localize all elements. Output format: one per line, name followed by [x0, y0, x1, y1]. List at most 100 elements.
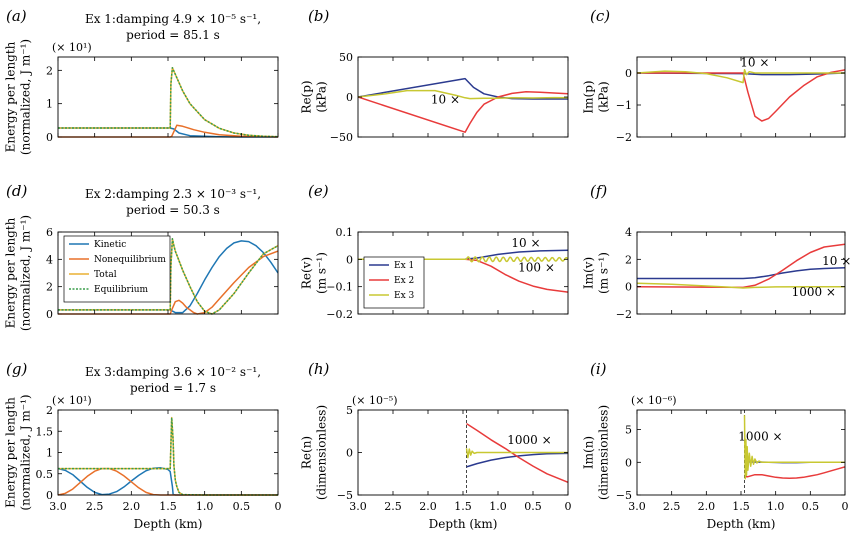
series-line-1 — [358, 91, 568, 133]
panel-label: (c) — [590, 7, 610, 25]
series-group — [358, 249, 568, 293]
panel-b: (b) −50 0 50 Re(p) (kPa) 10 × — [300, 7, 569, 144]
y-tick-label: 50 — [339, 51, 353, 64]
x-tick-label: 3.0 — [349, 500, 367, 513]
y-tick-label: 5 — [625, 424, 632, 437]
series-group — [58, 416, 278, 496]
series-line-3 — [58, 416, 278, 496]
series-line-1 — [358, 258, 568, 293]
legend: Ex 1 Ex 2 Ex 3 — [363, 256, 425, 309]
legend-label: Kinetic — [94, 240, 126, 250]
panel-h: (h) (× 10⁻⁵) −5 0 5 3.0 2.5 2.0 1.5 1.0 0.5 0 Depth … — [300, 360, 572, 531]
y-tick-label: 4 — [46, 253, 53, 266]
y-tick-label: 0 — [346, 253, 353, 266]
y-axis-label: Energy per length — [4, 217, 18, 328]
y-tick-label: 0 — [346, 447, 353, 460]
x-tick-label: 3.0 — [49, 500, 67, 513]
x-axis-label: Depth (km) — [429, 517, 498, 531]
series-line-2 — [58, 416, 278, 496]
y-axis-label: (normalized, J m⁻¹) — [19, 215, 33, 331]
panel-label: (d) — [6, 182, 27, 200]
y-tick-label: 1.5 — [36, 425, 54, 438]
panel-d: (d) Ex 2:damping 2.3 × 10⁻³ s⁻¹, period = … — [4, 182, 279, 331]
series-line-1 — [58, 124, 278, 138]
panel-title: Ex 2:damping 2.3 × 10⁻³ s⁻¹, — [85, 187, 261, 201]
y-axis-label: Energy per length — [4, 41, 18, 152]
y-tick-label: 1 — [46, 447, 53, 460]
scale-annotation: 1000 × — [507, 433, 551, 447]
panel-i: (i) (× 10⁻⁶) −5 0 5 3.0 2.5 2.0 1.5 1.0 0.5 0 Depth … — [582, 360, 849, 531]
panel-label: (i) — [590, 360, 607, 378]
series-group — [58, 238, 278, 315]
scale-annotation: 10 × — [431, 92, 460, 106]
panel-f: (f) −2 0 2 4 Im(v) (m s⁻¹) 10 × 1000 × — [582, 182, 850, 321]
y-tick-label: 0 — [346, 91, 353, 104]
y-tick-label: 6 — [46, 226, 53, 239]
x-tick-label: 0 — [275, 500, 282, 513]
y-tick-label: −5 — [616, 489, 632, 502]
x-tick-label: 1.0 — [489, 500, 507, 513]
y-tick-label: 0 — [625, 456, 632, 469]
series-group — [465, 422, 568, 483]
legend-label: Total — [94, 270, 117, 280]
y-tick-label: 0.5 — [36, 468, 54, 481]
y-tick-label: 0 — [46, 131, 53, 144]
y-axis-label: Im(n) — [582, 436, 596, 469]
series-line-2 — [358, 256, 568, 263]
y-multiplier: (× 10¹) — [52, 41, 92, 54]
x-axis-label: Depth (km) — [707, 517, 776, 531]
y-tick-label: −1 — [616, 99, 632, 112]
series-line-1 — [637, 69, 845, 122]
y-tick-label: 5 — [346, 404, 353, 417]
series-line-0 — [58, 467, 278, 496]
x-axis-label: Depth (km) — [134, 517, 203, 531]
legend-label: Equilibrium — [94, 285, 149, 295]
y-axis-label: Energy per length — [4, 397, 18, 508]
x-tick-label: 0.5 — [802, 500, 820, 513]
panel-c: (c) −2 −1 0 Im(p) (kPa) 10 × — [582, 7, 846, 144]
panel-title: period = 85.1 s — [126, 28, 220, 42]
series-line-0 — [637, 267, 845, 280]
x-tick-label: 0 — [565, 500, 572, 513]
scale-annotation: 10 × — [511, 236, 540, 250]
y-tick-label: 0 — [625, 281, 632, 294]
y-axis-label: (dimensionless) — [597, 405, 611, 500]
panel-label: (b) — [308, 7, 329, 25]
panel-label: (h) — [308, 360, 330, 378]
y-axis-label: Re(p) — [300, 80, 314, 113]
series-group — [637, 69, 845, 122]
panel-title: Ex 3:damping 3.6 × 10⁻² s⁻¹, — [85, 365, 261, 379]
y-axis-label: (m s⁻¹) — [315, 252, 329, 294]
legend-box — [63, 235, 171, 303]
y-axis-label: Re(n) — [300, 436, 314, 469]
x-tick-label: 1.0 — [767, 500, 785, 513]
y-multiplier: (× 10⁻⁶) — [631, 394, 677, 407]
x-tick-label: 0 — [842, 500, 849, 513]
panel-g: (g) Ex 3:damping 3.6 × 10⁻² s⁻¹, period = … — [4, 360, 282, 531]
x-tick-label: 1.5 — [454, 500, 472, 513]
y-axis-label: (m s⁻¹) — [597, 252, 611, 294]
series-line-0 — [466, 452, 568, 468]
x-tick-label: 2.5 — [86, 500, 104, 513]
y-tick-label: 4 — [625, 226, 632, 239]
series-line-2 — [358, 89, 568, 100]
series-line-2 — [743, 415, 845, 480]
x-tick-label: 0.5 — [524, 500, 542, 513]
y-tick-label: −0.1 — [326, 281, 353, 294]
panel-e: (e) −0.2 −0.1 0 0.1 Re(v) (m s⁻¹) 10 × 100 × Ex 1… — [300, 182, 569, 321]
scale-annotation: 1000 × — [792, 285, 836, 299]
y-tick-label: 0 — [625, 67, 632, 80]
y-tick-label: 2 — [625, 253, 632, 266]
panel-label: (a) — [6, 7, 27, 25]
legend-label: Ex 2 — [394, 276, 414, 286]
y-axis-label: (kPa) — [315, 81, 329, 112]
panel-a: (a) Ex 1:damping 4.9 × 10⁻⁵ s⁻¹, period = … — [4, 7, 279, 155]
y-axis-label: (normalized, J m⁻¹) — [19, 394, 33, 510]
series-line-3 — [58, 66, 278, 138]
series-line-1 — [58, 250, 278, 315]
series-group — [58, 66, 278, 138]
y-tick-label: 2 — [46, 281, 53, 294]
y-tick-label: 0.1 — [336, 226, 354, 239]
y-multiplier: (× 10¹) — [52, 394, 92, 407]
y-tick-label: 0 — [46, 489, 53, 502]
